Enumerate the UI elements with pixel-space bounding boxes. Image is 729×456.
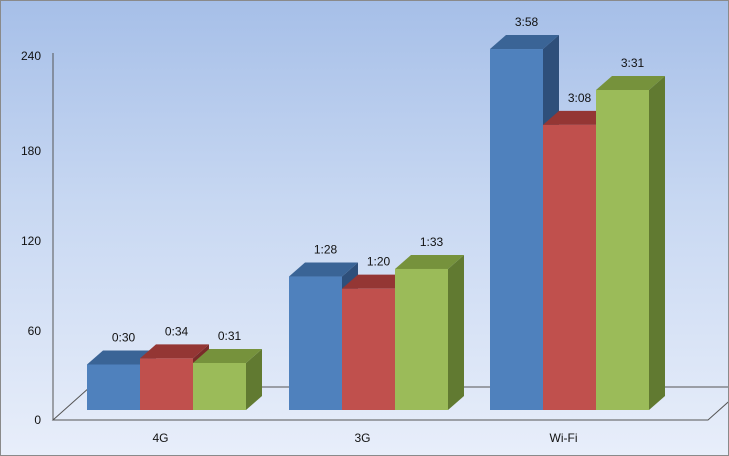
data-label: 0:34 xyxy=(165,324,189,338)
y-tick-label: 180 xyxy=(21,144,41,158)
bar-top xyxy=(596,75,665,90)
category-label: 3G xyxy=(354,431,370,445)
bar-front xyxy=(490,49,543,411)
bar-front xyxy=(140,358,193,410)
bar xyxy=(342,274,411,410)
bar xyxy=(596,75,665,410)
bar-front xyxy=(289,276,342,410)
bar-front xyxy=(87,364,140,410)
bar-side xyxy=(649,75,665,410)
bar xyxy=(395,254,464,410)
data-label: 0:31 xyxy=(218,329,242,343)
y-tick-label: 0 xyxy=(34,413,41,427)
bar-front xyxy=(543,124,596,410)
bar xyxy=(193,348,262,410)
bar-side xyxy=(448,254,464,410)
y-tick-label: 120 xyxy=(21,234,41,248)
floor-plane xyxy=(51,386,728,421)
bar-front xyxy=(342,288,395,410)
bar-front xyxy=(395,268,448,410)
y-axis-ticks: 0 60 120 180 240 xyxy=(21,49,41,427)
bar-top xyxy=(193,348,262,363)
bar-top xyxy=(543,110,612,125)
data-labels: 0:30 0:34 0:31 1:28 1:20 1:33 3:58 3:08 3:31 xyxy=(112,15,645,344)
data-label: 3:08 xyxy=(568,91,592,105)
bar-front xyxy=(193,362,246,410)
y-tick-label: 240 xyxy=(21,49,41,63)
category-labels: 4G 3G Wi-Fi xyxy=(152,431,577,445)
bar-top xyxy=(87,350,156,365)
bars xyxy=(87,35,665,411)
data-label: 1:20 xyxy=(367,255,391,269)
data-label: 1:28 xyxy=(314,243,338,257)
category-label: Wi-Fi xyxy=(550,431,578,445)
data-label: 0:30 xyxy=(112,331,136,345)
bar-top xyxy=(289,262,358,277)
data-label: 1:33 xyxy=(420,235,444,249)
chart-walls xyxy=(51,53,728,421)
category-label: 4G xyxy=(152,431,168,445)
bar-side xyxy=(246,348,262,410)
bar-top xyxy=(342,274,411,289)
bar-top xyxy=(490,35,559,50)
y-tick-label: 60 xyxy=(28,324,42,338)
data-label: 3:58 xyxy=(515,15,539,29)
bar-top xyxy=(140,344,209,359)
bar-front xyxy=(596,89,649,410)
bar-top xyxy=(395,254,464,269)
data-label: 3:31 xyxy=(621,56,645,70)
